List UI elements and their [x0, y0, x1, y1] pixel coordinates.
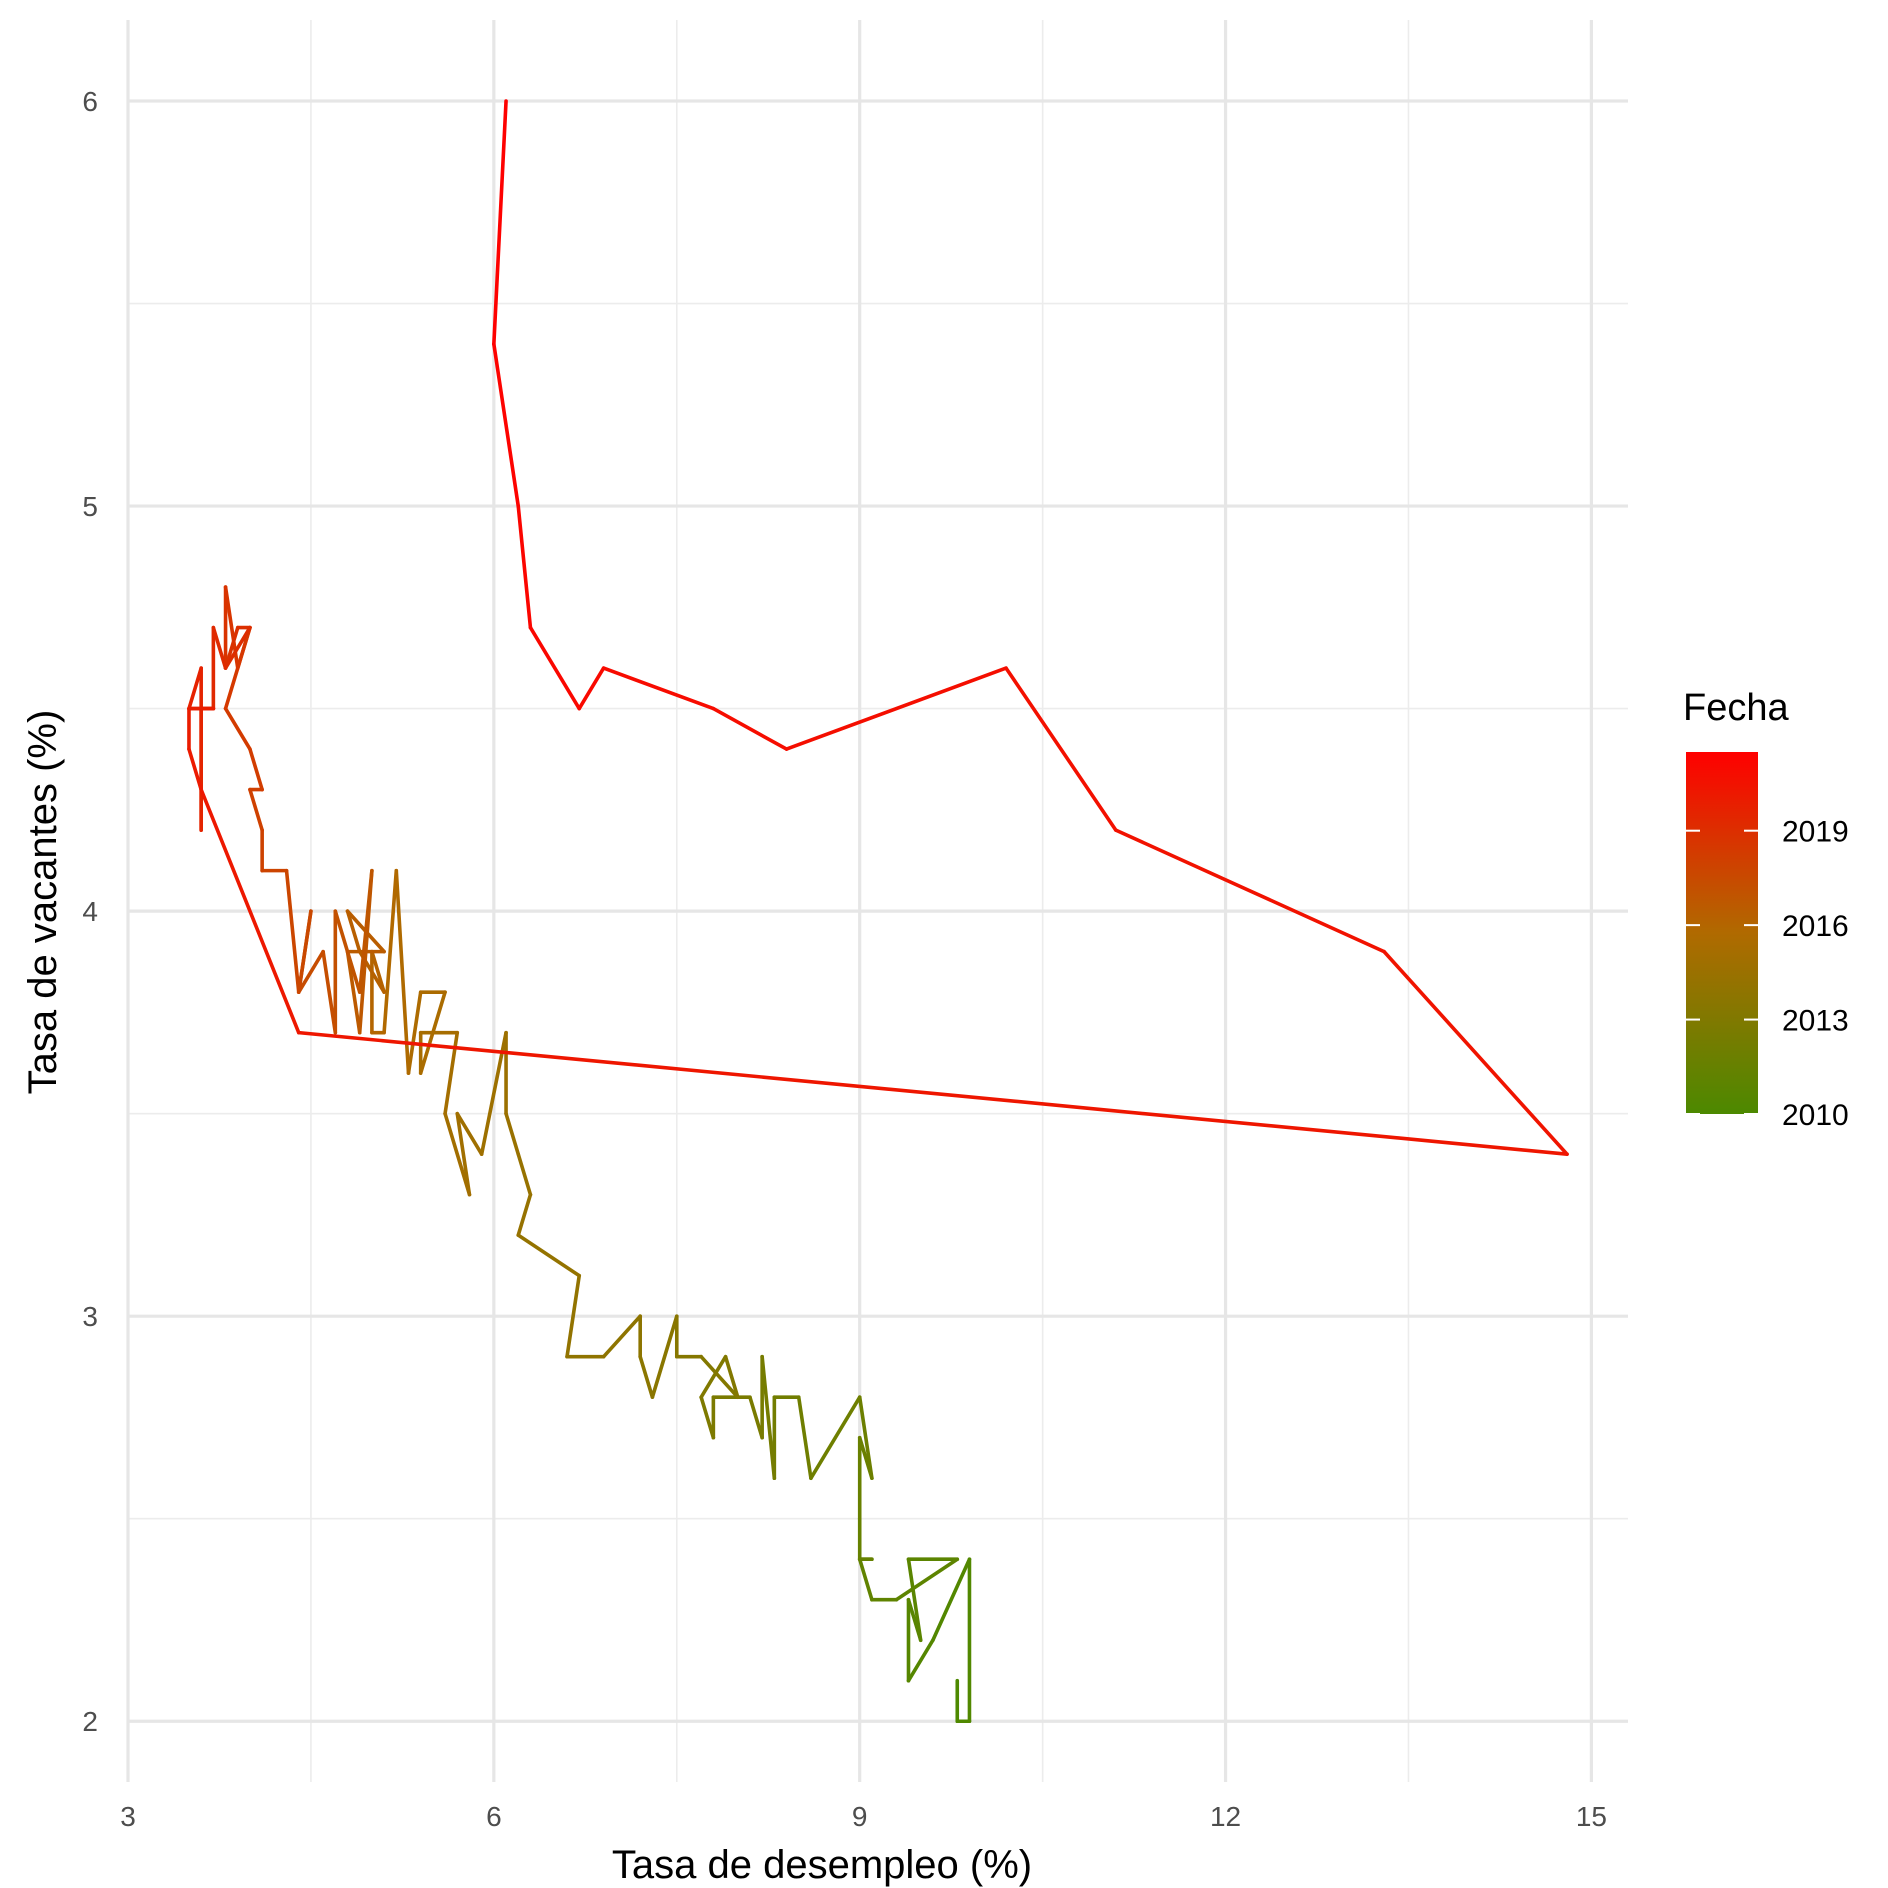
series-line-segment: [223, 625, 252, 670]
series-line-segment: [699, 1395, 716, 1440]
series-line-segment: [516, 1233, 582, 1278]
series-line-segment: [492, 99, 508, 346]
series-line-segment: [443, 1111, 472, 1197]
series-line-segment: [443, 1030, 460, 1116]
series-line-segment: [906, 1638, 935, 1683]
x-tick-label: 3: [120, 1801, 136, 1832]
series-line-segment: [516, 1152, 533, 1197]
series-line-segment: [504, 1111, 521, 1156]
series-line-segment: [699, 1354, 728, 1399]
series-line-segment: [748, 1395, 764, 1440]
series-line-segment: [1114, 828, 1386, 954]
series-line-segment: [296, 949, 325, 994]
series-line-segment: [857, 1395, 874, 1481]
series-line-segment: [492, 342, 521, 508]
series-line-segment: [345, 949, 362, 1035]
legend-ticks: 2010 2013 2016 2019: [1686, 816, 1849, 1132]
series-line-segment: [248, 747, 264, 792]
series-line-segment: [1382, 949, 1569, 1156]
series-line-segment: [784, 666, 1008, 751]
legend-label: 2019: [1782, 816, 1849, 849]
series-line-segment: [455, 1111, 472, 1197]
series-line-segment: [211, 625, 228, 670]
x-tick-label: 15: [1576, 1801, 1607, 1832]
x-tick-label: 12: [1210, 1801, 1241, 1832]
x-tick-label: 6: [486, 1801, 502, 1832]
legend-label: 2010: [1782, 1099, 1849, 1132]
y-tick-label: 3: [82, 1301, 98, 1332]
series-line-segment: [296, 1030, 1569, 1156]
x-axis-title: Tasa de desempleo (%): [612, 1843, 1032, 1887]
series-line-segment: [1004, 666, 1118, 832]
series-line-segment: [345, 949, 362, 994]
series-line-segment: [455, 1111, 484, 1156]
series-line-segment: [565, 1273, 582, 1359]
series-line-segment: [711, 706, 789, 751]
plot-panel: 3 6 9 12 15 2 3 4 5 6: [82, 20, 1628, 1832]
series-line-segment: [345, 909, 362, 954]
series-line-segment: [650, 1314, 679, 1399]
series-line-segment: [760, 1354, 777, 1481]
series-line-segment: [406, 990, 423, 1075]
series-line-segment: [699, 1354, 740, 1399]
legend-title: Fecha: [1683, 687, 1789, 729]
series-line-segment: [333, 909, 350, 954]
y-tick-label: 6: [82, 86, 98, 117]
series-line-segment: [516, 504, 533, 630]
series-line-segment: [187, 747, 203, 792]
y-tick-label: 4: [82, 896, 98, 927]
series-line-segment: [796, 1395, 813, 1481]
series-line-segment: [296, 909, 313, 994]
series-line-segment: [394, 868, 411, 1075]
series-line-segment: [601, 1314, 642, 1359]
series-line-segment: [638, 1354, 655, 1399]
legend-label: 2013: [1782, 1005, 1849, 1038]
series-line-segment: [723, 1354, 740, 1399]
legend: Fecha 2010 2013 2016 2019: [1683, 687, 1849, 1132]
series-line-segment: [857, 1557, 874, 1602]
series-line-segment: [382, 868, 399, 1035]
y-tick-label: 2: [82, 1706, 98, 1737]
series-line-segment: [321, 949, 338, 1035]
series-line-segment: [284, 868, 301, 994]
series-line-segment: [223, 706, 252, 751]
series-line-segment: [516, 1192, 533, 1237]
series-line-segment: [577, 666, 606, 711]
series-line-segment: [601, 666, 716, 711]
series-line-segment: [809, 1395, 862, 1481]
series-line-segment: [894, 1557, 960, 1602]
y-tick-label: 5: [82, 491, 98, 522]
legend-label: 2016: [1782, 910, 1849, 943]
y-axis-title: Tasa de vacantes (%): [21, 710, 65, 1095]
series-line-segment: [357, 868, 374, 994]
series-line-segment: [906, 1557, 923, 1643]
series-line-segment: [199, 787, 301, 1035]
series-line-segment: [528, 625, 582, 711]
legend-colorbar: [1686, 752, 1758, 1114]
x-tick-label: 9: [852, 1801, 868, 1832]
series-line-segment: [248, 787, 264, 832]
series-line-segment: [418, 990, 447, 1075]
series-line-segment: [931, 1557, 972, 1643]
series-line-segment: [187, 666, 203, 711]
